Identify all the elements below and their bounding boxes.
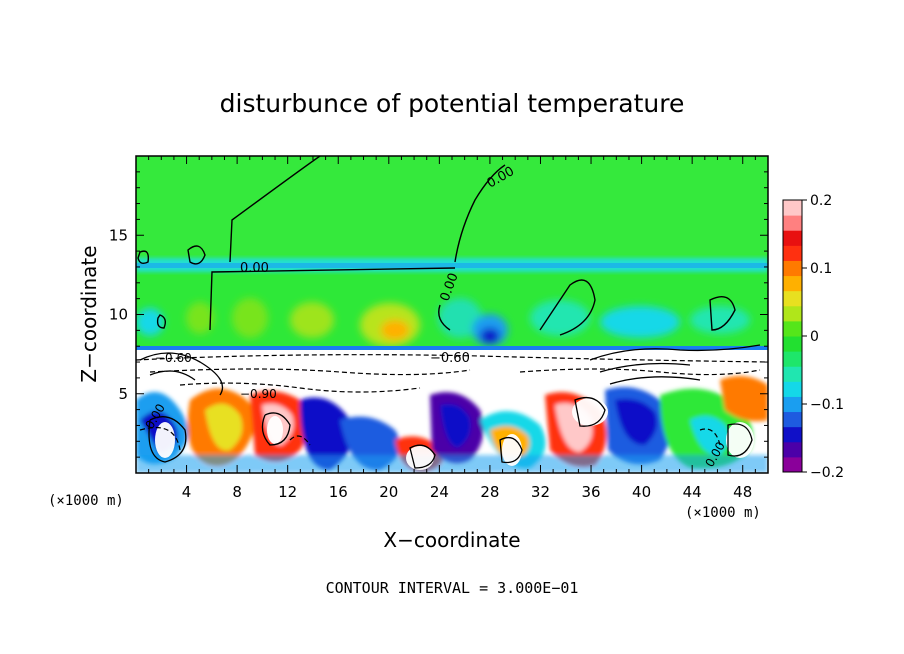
x-tick-label: 12 bbox=[278, 483, 297, 501]
x-unit-left: (×1000 m) bbox=[48, 493, 124, 509]
x-tick-label: 32 bbox=[531, 483, 550, 501]
contour-label: −0.60 bbox=[430, 351, 470, 366]
colorbar-segment bbox=[783, 290, 802, 307]
x-tick-label: 36 bbox=[581, 483, 600, 501]
x-axis: 4 8 12 16 20 24 28 32 36 40 44 48 bbox=[148, 156, 756, 501]
x-tick-label: 16 bbox=[329, 483, 348, 501]
colorbar-segment bbox=[783, 351, 802, 367]
x-unit-right: (×1000 m) bbox=[685, 505, 761, 521]
colorbar-segment bbox=[783, 441, 802, 458]
contour-label: −0.90 bbox=[240, 387, 277, 401]
contour-interval-note: CONTOUR INTERVAL = 3.000E−01 bbox=[326, 579, 579, 597]
colorbar-tick-label: 0.1 bbox=[810, 261, 832, 277]
colorbar-segment bbox=[783, 456, 802, 473]
y-tick-label: 10 bbox=[109, 306, 128, 324]
heatmap-field bbox=[136, 156, 768, 473]
colorbar-tick-label: 0.2 bbox=[810, 193, 832, 209]
colorbar-tick-label: 0 bbox=[810, 329, 819, 345]
contour-label: 0.00 bbox=[240, 261, 269, 276]
colorbar-segment bbox=[783, 381, 802, 397]
colorbar-segment bbox=[783, 275, 802, 292]
x-tick-label: 20 bbox=[379, 483, 398, 501]
y-axis-title: Z−coordinate bbox=[77, 245, 101, 382]
colorbar-tick-label: −0.1 bbox=[810, 397, 844, 413]
contour-label: −0.60 bbox=[155, 351, 192, 365]
colorbar-segment bbox=[783, 426, 802, 443]
x-tick-label: 24 bbox=[430, 483, 449, 501]
x-axis-title: X−coordinate bbox=[383, 528, 520, 552]
y-axis: 5 10 15 bbox=[109, 171, 768, 458]
colorbar-segment bbox=[783, 366, 802, 382]
colorbar-segment bbox=[783, 200, 802, 216]
colorbar-segment bbox=[783, 396, 802, 413]
colorbar-segment bbox=[783, 215, 802, 231]
colorbar-segment bbox=[783, 336, 802, 352]
colorbar-segment bbox=[783, 245, 802, 261]
contour-labels: 0.00 0.00 0.00 −0.60 −0.60 −0.90 0.00 0.… bbox=[142, 164, 727, 470]
colorbar-segment bbox=[783, 230, 802, 246]
x-tick-label: 8 bbox=[232, 483, 242, 501]
x-tick-label: 44 bbox=[683, 483, 702, 501]
colorbar-segment bbox=[783, 260, 802, 277]
chart-title: disturbunce of potential temperature bbox=[220, 89, 685, 118]
colorbar: 0.2 0.1 0 −0.1 −0.2 bbox=[782, 193, 844, 481]
y-tick-label: 5 bbox=[118, 385, 128, 403]
colorbar-segment bbox=[783, 305, 802, 322]
colorbar-segment bbox=[783, 320, 802, 337]
x-tick-label: 48 bbox=[733, 483, 752, 501]
y-tick-label: 15 bbox=[109, 226, 128, 244]
colorbar-tick-label: −0.2 bbox=[810, 465, 844, 481]
x-tick-label: 40 bbox=[632, 483, 651, 501]
x-tick-label: 4 bbox=[182, 483, 192, 501]
colorbar-segment bbox=[783, 411, 802, 428]
x-tick-label: 28 bbox=[480, 483, 499, 501]
